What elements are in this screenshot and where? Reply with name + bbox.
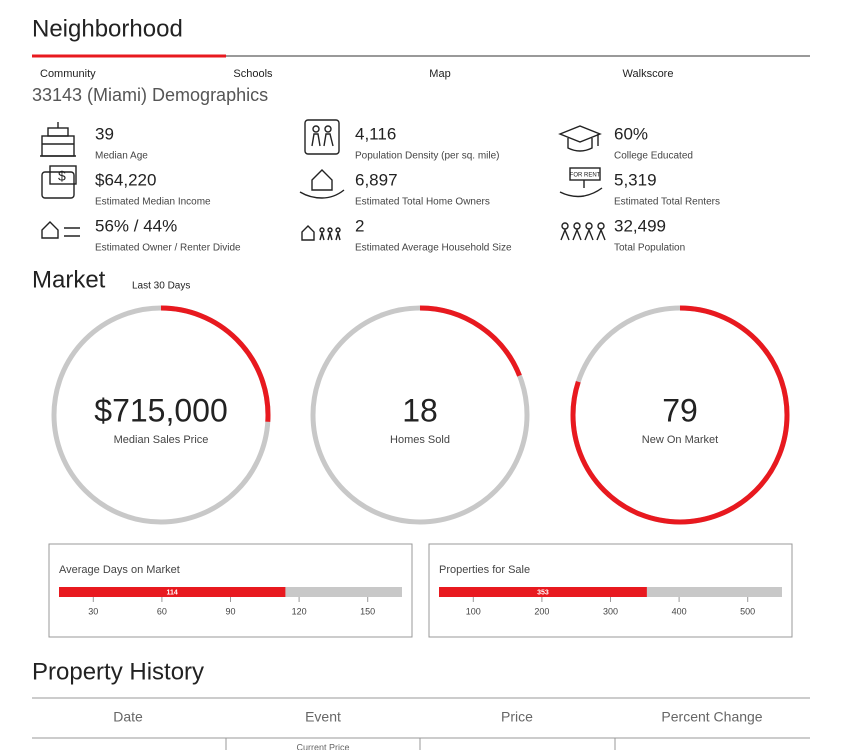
section-subtitle: Last 30 Days	[132, 281, 190, 292]
stat-label: Estimated Total Home Owners	[355, 197, 490, 208]
stat-label: Estimated Median Income	[95, 197, 211, 208]
stat-value: 2	[355, 216, 364, 235]
stat-label: Population Density (per sq. mile)	[355, 151, 500, 162]
stat-label: Estimated Owner / Renter Divide	[95, 243, 241, 254]
stat-label: College Educated	[614, 151, 693, 162]
tick-label: 500	[740, 606, 755, 616]
section-title: Market	[32, 266, 106, 293]
column-header: Price	[501, 709, 533, 725]
svg-text:$: $	[58, 168, 66, 184]
stat-label: Total Population	[614, 243, 685, 254]
ring-label: Homes Sold	[390, 434, 450, 446]
tab[interactable]: Community	[40, 68, 96, 80]
section-title: Property History	[32, 658, 204, 685]
stat-value: 32,499	[614, 216, 666, 235]
stat-value: 6,897	[355, 170, 398, 189]
stat-value: 39	[95, 124, 114, 143]
stat-value: 5,319	[614, 170, 657, 189]
ring-label: New On Market	[642, 434, 718, 446]
ring-value: $715,000	[94, 392, 227, 428]
gauge-value: 114	[167, 589, 178, 596]
gauge-value: 353	[537, 589, 549, 596]
demographics-title: 33143 (Miami) Demographics	[32, 85, 268, 105]
gauge-box	[48, 543, 413, 638]
tab[interactable]: Schools	[233, 68, 273, 80]
svg-text:FOR RENT: FOR RENT	[570, 173, 601, 179]
ring-value: 79	[662, 392, 698, 428]
stat-value: 56% / 44%	[95, 216, 177, 235]
ring-progress	[570, 305, 790, 525]
tab[interactable]: Walkscore	[623, 68, 674, 80]
gauge-bar	[439, 587, 647, 597]
tick-label: 150	[360, 606, 375, 616]
table-cell: Current Price	[296, 742, 349, 750]
tick-label: 300	[603, 606, 618, 616]
gauge-title: Properties for Sale	[439, 564, 530, 576]
ring-progress	[51, 305, 271, 525]
ring-value: 18	[402, 392, 438, 428]
column-header: Date	[113, 709, 143, 725]
stat-label: Estimated Total Renters	[614, 197, 720, 208]
tick-label: 30	[88, 606, 98, 616]
section-title: Neighborhood	[32, 15, 183, 42]
tick-label: 100	[466, 606, 481, 616]
stat-label: Median Age	[95, 151, 148, 162]
icons: $ FOR RENT	[40, 119, 606, 241]
tick-label: 90	[225, 606, 235, 616]
stat-value: 4,116	[355, 124, 396, 143]
ring-progress	[310, 305, 530, 525]
tick-label: 200	[534, 606, 549, 616]
ring-label: Median Sales Price	[114, 434, 209, 446]
gauge-bar	[59, 587, 286, 597]
gauge-box	[428, 543, 793, 638]
stat-value: $64,220	[95, 170, 156, 189]
tick-label: 60	[157, 606, 167, 616]
stat-value: 60%	[614, 124, 648, 143]
tick-label: 400	[672, 606, 687, 616]
tab[interactable]: Map	[429, 68, 450, 80]
gauge-title: Average Days on Market	[59, 564, 180, 576]
column-header: Percent Change	[661, 709, 762, 725]
stat-label: Estimated Average Household Size	[355, 243, 512, 254]
tick-label: 120	[292, 606, 307, 616]
column-header: Event	[305, 709, 341, 725]
